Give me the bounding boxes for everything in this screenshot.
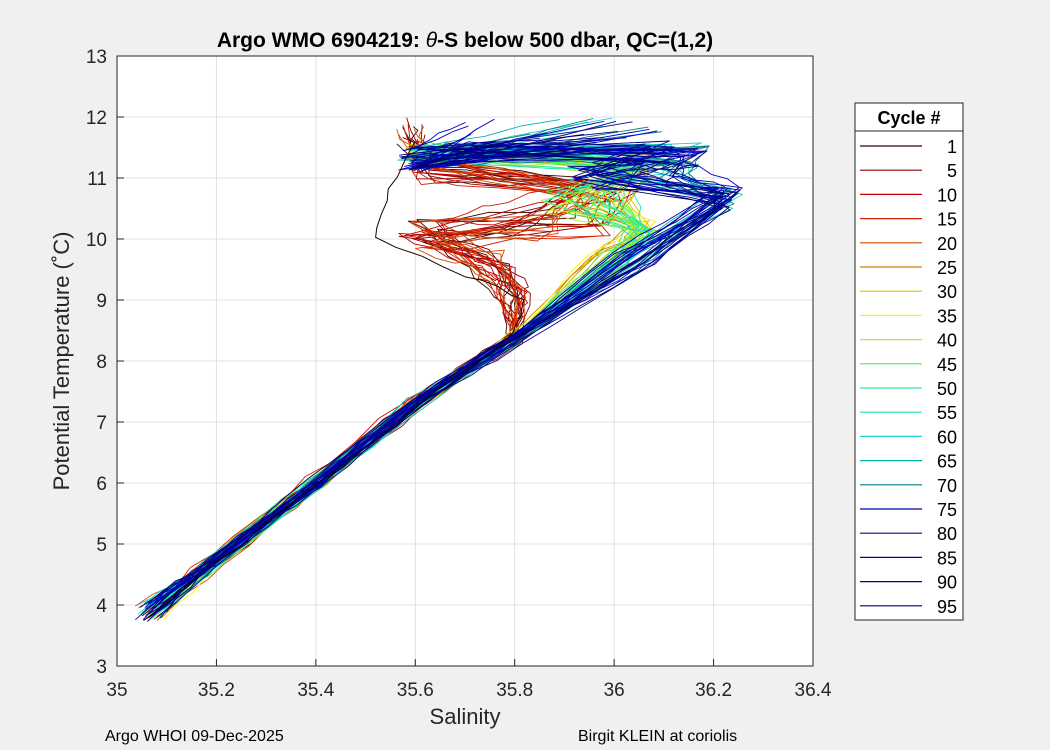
legend-label: 40 xyxy=(937,331,957,351)
axis-ticks: 35 35.2 35.4 35.6 35.8 36 36.2 36.4 3 4 5 6 7 8 9 10 11 1… xyxy=(86,47,832,701)
legend-label: 30 xyxy=(937,282,957,302)
profile-line xyxy=(148,146,738,603)
profile-line xyxy=(149,118,729,608)
legend-label: 25 xyxy=(937,258,957,278)
legend-label: 90 xyxy=(937,573,957,593)
legend-box xyxy=(854,102,964,621)
chart-title: Argo WMO 6904219: θ-S below 500 dbar, QC… xyxy=(217,29,713,52)
legend-label: 60 xyxy=(937,427,957,447)
x-tick-label: 35.4 xyxy=(297,680,334,701)
x-tick-label: 35.2 xyxy=(198,680,235,701)
y-tick-label: 6 xyxy=(96,474,107,495)
legend-label: 5 xyxy=(947,161,957,181)
legend-label: 15 xyxy=(937,210,957,230)
y-tick-label: 5 xyxy=(96,535,107,556)
x-tick-label: 35 xyxy=(106,680,127,701)
legend-title: Cycle # xyxy=(877,108,940,128)
legend-label: 75 xyxy=(937,500,957,520)
x-tick-label: 36 xyxy=(604,680,625,701)
y-tick-label: 3 xyxy=(96,657,107,678)
legend-label: 1 xyxy=(947,137,957,157)
profile-line xyxy=(159,140,726,619)
data-lines xyxy=(135,117,744,622)
y-tick-label: 11 xyxy=(87,169,107,190)
legend-label: 55 xyxy=(937,403,957,423)
y-tick-label: 10 xyxy=(86,230,107,251)
legend-label: 50 xyxy=(937,379,957,399)
footer-left: Argo WHOI 09-Dec-2025 xyxy=(105,728,284,745)
x-tick-label: 35.6 xyxy=(397,680,434,701)
legend-label: 45 xyxy=(937,355,957,375)
legend: Cycle # 15101520253035404550556065707580… xyxy=(854,102,964,621)
legend-label: 35 xyxy=(937,306,957,326)
y-tick-label: 9 xyxy=(96,291,107,312)
x-axis-label: Salinity xyxy=(430,704,501,729)
legend-label: 20 xyxy=(937,234,957,254)
profile-line xyxy=(144,121,733,608)
legend-label: 80 xyxy=(937,524,957,544)
legend-label: 70 xyxy=(937,476,957,496)
profile-line xyxy=(151,130,730,616)
profile-line xyxy=(143,141,525,621)
y-tick-label: 4 xyxy=(96,596,107,617)
profile-line xyxy=(148,190,724,619)
legend-label: 65 xyxy=(937,452,957,472)
x-tick-label: 35.8 xyxy=(496,680,533,701)
x-tick-label: 36.2 xyxy=(695,680,732,701)
y-tick-label: 12 xyxy=(86,108,107,129)
x-tick-label: 36.4 xyxy=(795,680,832,701)
y-tick-label: 8 xyxy=(96,352,107,373)
y-tick-label: 13 xyxy=(86,47,107,68)
legend-label: 85 xyxy=(937,548,957,568)
y-axis-label: Potential Temperature (˚C) xyxy=(49,232,74,491)
footer-right: Birgit KLEIN at coriolis xyxy=(578,728,737,745)
legend-label: 95 xyxy=(937,597,957,617)
legend-label: 10 xyxy=(937,185,957,205)
y-tick-label: 7 xyxy=(96,413,107,434)
